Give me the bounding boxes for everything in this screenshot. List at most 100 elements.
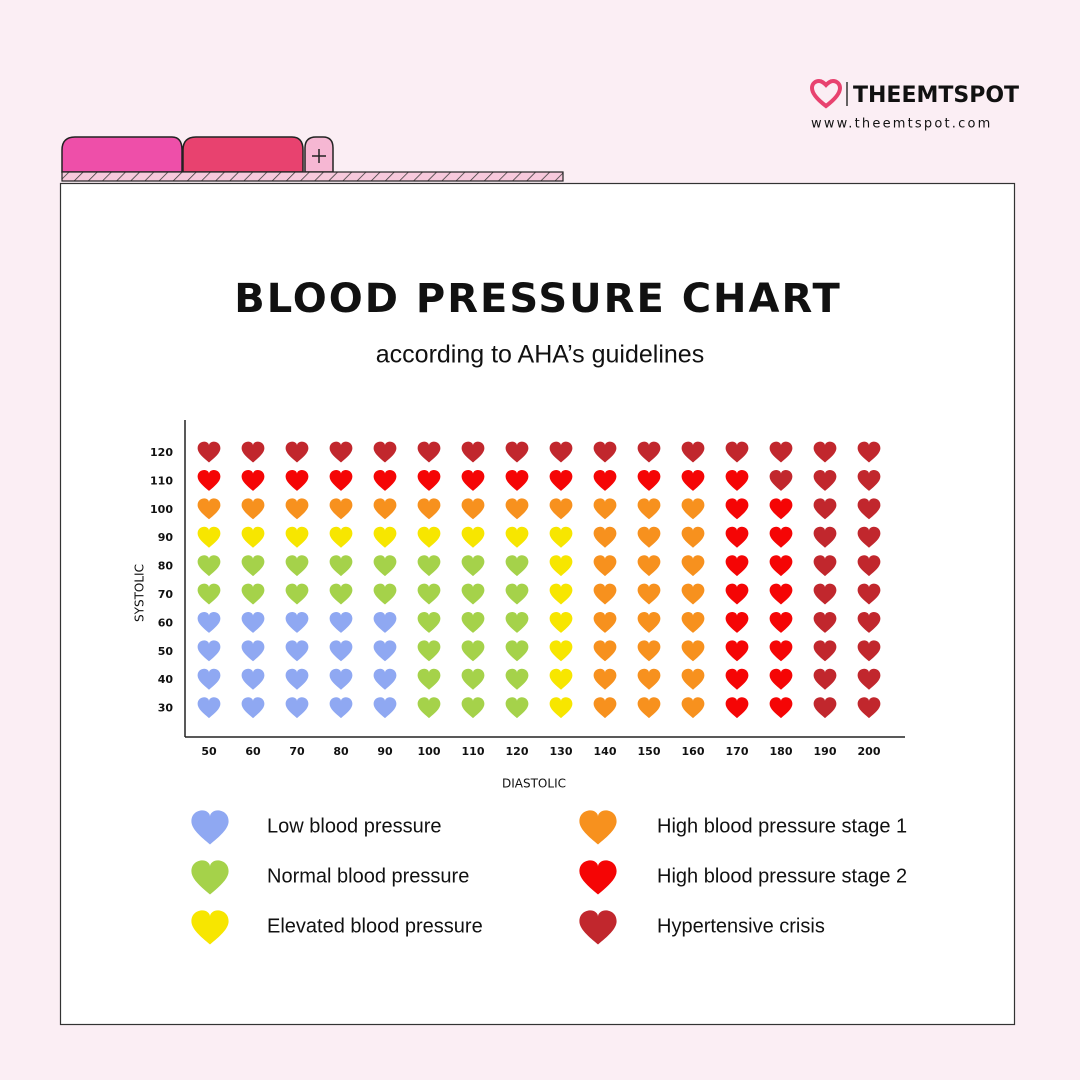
heart-cell	[329, 612, 353, 633]
heart-cell	[505, 668, 529, 690]
x-tick-label: 80	[333, 745, 349, 758]
heart-cell	[813, 555, 837, 577]
heart-cell	[285, 697, 309, 719]
heart-cell	[505, 526, 529, 548]
heart-cell	[637, 441, 661, 463]
heart-cell	[241, 470, 265, 491]
heart-cell	[857, 583, 881, 605]
heart-cell	[241, 441, 265, 463]
heart-cell	[813, 583, 837, 605]
heart-cell	[197, 697, 221, 719]
heart-cell	[725, 612, 749, 633]
heart-cell	[197, 526, 221, 548]
heart-cell	[329, 640, 353, 662]
heart-cell	[549, 441, 573, 463]
x-tick-label: 180	[770, 745, 793, 758]
y-tick-label: 40	[158, 673, 174, 686]
heart-cell	[593, 697, 617, 719]
heart-cell	[725, 441, 749, 463]
heart-cell	[461, 498, 485, 520]
tab	[61, 136, 183, 173]
heart-cell	[769, 697, 793, 719]
heart-cell	[505, 697, 529, 719]
heart-cell	[461, 612, 485, 633]
plus-icon	[312, 149, 326, 163]
x-tick-label: 70	[289, 745, 305, 758]
heart-cell	[197, 640, 221, 662]
heart-cell	[505, 470, 529, 491]
heart-cell	[769, 640, 793, 662]
heart-cell	[329, 555, 353, 577]
heart-cell	[593, 441, 617, 463]
x-tick-label: 170	[726, 745, 749, 758]
heart-cell	[505, 498, 529, 520]
heart-cell	[285, 470, 309, 491]
heart-cell	[725, 555, 749, 577]
heart-cell	[505, 441, 529, 463]
x-tick-label: 150	[638, 745, 661, 758]
heart-cell	[329, 526, 353, 548]
x-tick-label: 90	[377, 745, 393, 758]
heart-cell	[769, 441, 793, 463]
heart-cell	[241, 583, 265, 605]
heart-cell	[637, 668, 661, 690]
heart-cell	[593, 668, 617, 690]
heart-cell	[329, 498, 353, 520]
heart-cell	[197, 612, 221, 633]
heart-cell	[461, 583, 485, 605]
heart-cell	[549, 668, 573, 690]
heart-cell	[681, 498, 705, 520]
heart-cell	[813, 668, 837, 690]
heart-cell	[373, 640, 397, 662]
heart-cell	[241, 526, 265, 548]
heart-cell	[769, 668, 793, 690]
heart-cell	[417, 555, 441, 577]
heart-cell	[241, 612, 265, 633]
heart-cell	[593, 470, 617, 491]
heart-cell	[637, 697, 661, 719]
heart-cell	[197, 583, 221, 605]
title: BLOOD PRESSURE CHART	[234, 276, 842, 322]
heart-cell	[417, 668, 441, 690]
heart-cell	[461, 555, 485, 577]
heart-cell	[329, 470, 353, 491]
heart-cell	[285, 640, 309, 662]
y-tick-label: 60	[158, 616, 174, 629]
heart-cell	[681, 555, 705, 577]
y-tick-label: 90	[158, 531, 174, 544]
legend-label: High blood pressure stage 2	[657, 865, 907, 887]
y-tick-label: 70	[158, 588, 174, 601]
heart-cell	[857, 668, 881, 690]
heart-cell	[373, 555, 397, 577]
x-tick-label: 160	[682, 745, 705, 758]
heart-cell	[857, 612, 881, 633]
heart-cell	[813, 612, 837, 633]
heart-cell	[461, 640, 485, 662]
heart-cell	[461, 668, 485, 690]
legend-swatch	[191, 860, 229, 895]
heart-cell	[857, 498, 881, 520]
legend-swatch	[191, 910, 229, 945]
heart-cell	[593, 583, 617, 605]
heart-cell	[549, 526, 573, 548]
heart-cell	[857, 555, 881, 577]
heart-cell	[285, 612, 309, 633]
heart-cell	[725, 697, 749, 719]
heart-cell	[857, 470, 881, 491]
x-tick-label: 190	[814, 745, 837, 758]
heart-cell	[549, 697, 573, 719]
heart-cell	[857, 640, 881, 662]
heart-cell	[769, 498, 793, 520]
heart-cell	[593, 526, 617, 548]
heart-cell	[637, 526, 661, 548]
heart-cell	[549, 612, 573, 633]
y-tick-label: 110	[150, 474, 173, 487]
heart-cell	[549, 583, 573, 605]
heart-cell	[725, 668, 749, 690]
heart-cell	[285, 555, 309, 577]
heart-cell	[549, 470, 573, 491]
heart-cell	[417, 583, 441, 605]
heart-cell	[593, 555, 617, 577]
x-tick-label: 120	[506, 745, 529, 758]
heart-cell	[417, 640, 441, 662]
